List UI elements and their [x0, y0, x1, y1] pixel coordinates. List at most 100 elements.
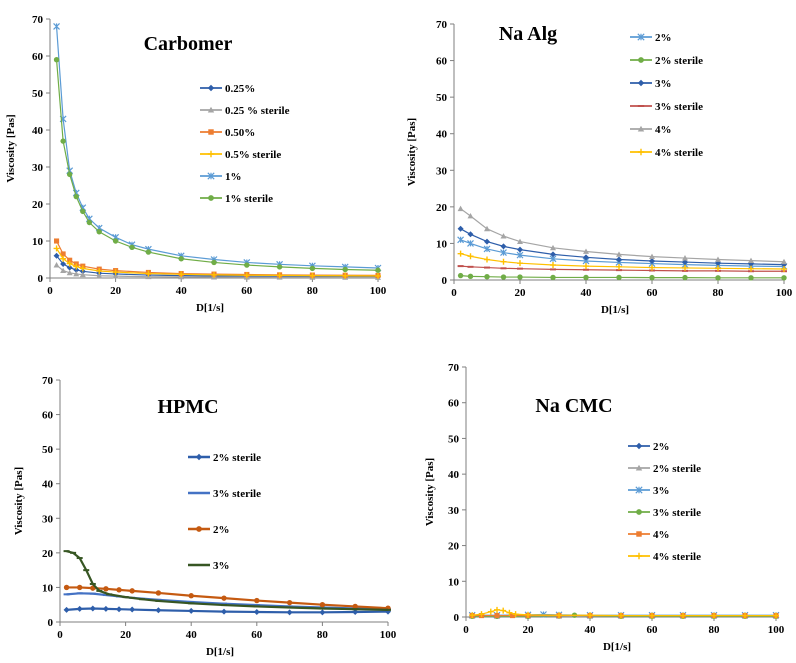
data-point	[715, 265, 721, 272]
legend-label: 3% sterile	[213, 488, 261, 500]
x-tick-label: 100	[380, 629, 397, 641]
data-point	[484, 274, 490, 280]
data-point	[781, 266, 787, 273]
y-axis-label: Viscosity [Pas]	[13, 467, 25, 535]
legend-marker	[207, 172, 215, 180]
data-point	[221, 595, 227, 601]
y-tick-label: 10	[436, 238, 448, 250]
data-point	[53, 252, 60, 259]
data-point	[60, 251, 66, 257]
data-point	[550, 262, 556, 269]
series-4	[53, 245, 381, 279]
data-point	[178, 271, 185, 278]
data-point	[129, 244, 135, 250]
data-point	[243, 272, 250, 279]
data-point	[506, 609, 513, 616]
legend-label: 0.5% sterile	[225, 149, 281, 161]
data-point	[276, 264, 283, 270]
data-point	[682, 274, 688, 281]
data-point	[53, 262, 60, 268]
data-point	[781, 275, 787, 281]
data-point	[319, 607, 326, 610]
data-point	[457, 205, 464, 212]
series-1	[63, 605, 391, 616]
data-point	[583, 268, 589, 271]
series-2	[457, 272, 787, 281]
legend-marker	[636, 509, 642, 515]
data-point	[155, 607, 162, 614]
legend-entry: 0.50%	[200, 127, 255, 139]
legend-entry: 3%	[630, 78, 672, 90]
data-point	[469, 612, 476, 619]
data-point	[96, 267, 103, 274]
x-tick-label: 20	[110, 285, 122, 297]
legend-label: 3%	[653, 485, 670, 497]
legend-label: 1%	[225, 171, 242, 183]
chart-title: Na CMC	[535, 395, 612, 417]
y-tick-label: 20	[42, 548, 54, 560]
chart-panel-1: 0 10 20 30 40 50 60 70 0 20 40 60 80 100 D[1/s] Viscosi…	[5, 14, 387, 314]
y-tick-label: 20	[436, 202, 448, 214]
legend-label: 2%	[653, 441, 670, 453]
data-point	[500, 274, 507, 280]
data-point	[79, 265, 86, 272]
y-tick-label: 70	[448, 362, 460, 374]
series-line	[460, 228, 785, 266]
legend-entry: 3%	[188, 560, 230, 572]
data-point	[319, 609, 326, 616]
y-axis-label: Viscosity [Pas]	[424, 458, 436, 526]
x-tick-label: 80	[713, 287, 725, 299]
data-point	[525, 611, 531, 618]
data-point	[73, 193, 79, 200]
legend-entry: 0.25%	[200, 83, 255, 95]
data-point	[129, 588, 135, 594]
y-tick-label: 30	[448, 505, 460, 517]
x-axis-label: D[1/s]	[603, 641, 631, 653]
legend-marker	[207, 106, 215, 113]
legend-marker	[196, 526, 202, 532]
data-point	[86, 219, 93, 226]
data-point	[221, 608, 227, 615]
data-point	[467, 273, 474, 280]
data-point	[478, 611, 485, 618]
data-point	[680, 612, 686, 619]
data-point	[309, 265, 316, 272]
data-point	[83, 569, 90, 572]
legend-entry: 3% sterile	[628, 507, 701, 519]
data-point	[616, 274, 622, 281]
data-point	[494, 606, 500, 613]
data-point	[70, 551, 77, 554]
data-point	[500, 233, 507, 239]
x-tick-label: 60	[647, 624, 659, 636]
y-tick-label: 0	[48, 617, 54, 629]
data-point	[517, 246, 523, 253]
data-point	[715, 275, 721, 281]
data-point	[556, 612, 562, 619]
data-point	[54, 238, 60, 244]
legend-marker	[195, 492, 203, 494]
data-point	[748, 275, 754, 281]
legend-entry: 1% sterile	[200, 193, 273, 205]
series-line	[55, 26, 379, 269]
data-point	[253, 604, 260, 607]
legend-entry: 1%	[200, 171, 242, 183]
x-tick-label: 0	[57, 629, 63, 641]
data-point	[63, 550, 70, 553]
legend-label: 3% sterile	[655, 101, 703, 113]
data-point	[517, 238, 523, 244]
data-point	[457, 265, 464, 268]
data-point	[80, 208, 86, 215]
legend-marker	[635, 442, 643, 450]
data-point	[254, 597, 260, 604]
legend-label: 2% sterile	[213, 452, 261, 464]
x-tick-label: 100	[776, 287, 793, 299]
x-tick-label: 40	[585, 624, 597, 636]
data-point	[188, 607, 195, 614]
data-point	[773, 612, 779, 619]
data-point	[76, 557, 83, 560]
legend-label: 2% sterile	[655, 55, 703, 67]
legend-entry: 4%	[628, 529, 670, 541]
data-point	[467, 265, 474, 268]
data-point	[67, 257, 73, 263]
data-point	[512, 611, 519, 618]
